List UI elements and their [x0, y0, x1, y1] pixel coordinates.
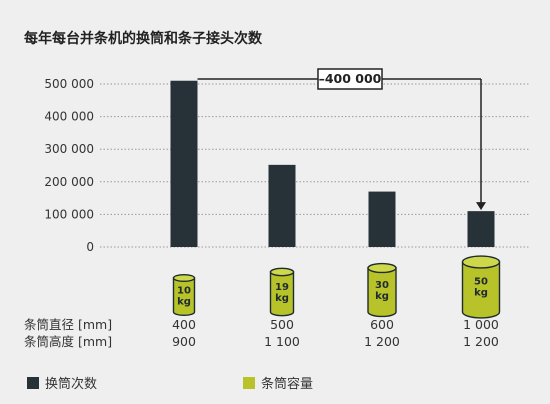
- bar: [467, 211, 495, 247]
- grid: [100, 83, 530, 248]
- table-row-label: 条筒高度 [mm]: [24, 334, 112, 349]
- bar: [368, 191, 396, 247]
- can-capacity-unit: kg: [375, 291, 389, 302]
- can-body: [461, 261, 501, 319]
- can-capacity-number: 10: [177, 285, 191, 296]
- data-table: 条筒直径 [mm] 400 500 600 1 000 条筒高度 [mm] 900 1 100…: [24, 317, 499, 349]
- table-cell: 900: [172, 334, 196, 349]
- can-body: [172, 277, 196, 317]
- annotation-box: [317, 68, 383, 90]
- annotation: –400 000: [197, 68, 486, 211]
- table-cell: 1 100: [264, 334, 300, 349]
- y-tick-label: 300 000: [44, 142, 94, 156]
- can-body: [269, 271, 295, 317]
- y-tick-label: 100 000: [44, 207, 94, 221]
- y-tick-label: 500 000: [44, 77, 94, 91]
- can-capacity-unit: kg: [474, 288, 488, 299]
- legend-swatch: [243, 377, 255, 389]
- can-top: [461, 255, 501, 269]
- bar: [170, 80, 198, 248]
- bar: [268, 164, 296, 247]
- legend: 换筒次数 条筒容量: [27, 376, 313, 392]
- can-top: [367, 262, 397, 274]
- table-cell: 1 200: [463, 334, 499, 349]
- y-axis: 0 100 000 200 000 300 000 400 000 500 000: [44, 77, 94, 254]
- y-tick-label: 0: [86, 240, 94, 254]
- bars: [170, 80, 495, 248]
- can-top: [269, 267, 295, 277]
- legend-label: 换筒次数: [45, 376, 97, 392]
- legend-label: 条筒容量: [261, 376, 313, 392]
- y-tick-label: 200 000: [44, 175, 94, 189]
- table-cell: 600: [370, 317, 394, 332]
- can-capacity-number: 50: [474, 277, 488, 288]
- can-capacity-number: 19: [275, 282, 289, 293]
- can-body: [367, 267, 397, 318]
- chart-title: 每年每台并条机的换筒和条子接头次数: [24, 30, 263, 47]
- can-capacity-unit: kg: [275, 293, 289, 304]
- can-capacity-unit: kg: [177, 296, 191, 307]
- can-top: [172, 273, 196, 283]
- annotation-label: –400 000: [319, 71, 382, 86]
- table-cell: 1 200: [364, 334, 400, 349]
- annotation-arrowhead: [476, 202, 486, 211]
- y-tick-label: 400 000: [44, 110, 94, 124]
- legend-swatch: [27, 377, 39, 389]
- table-cell: 1 000: [463, 317, 499, 332]
- can-capacity-number: 30: [375, 280, 389, 291]
- table-cell: 500: [270, 317, 294, 332]
- table-cell: 400: [172, 317, 196, 332]
- table-row-label: 条筒直径 [mm]: [24, 317, 112, 332]
